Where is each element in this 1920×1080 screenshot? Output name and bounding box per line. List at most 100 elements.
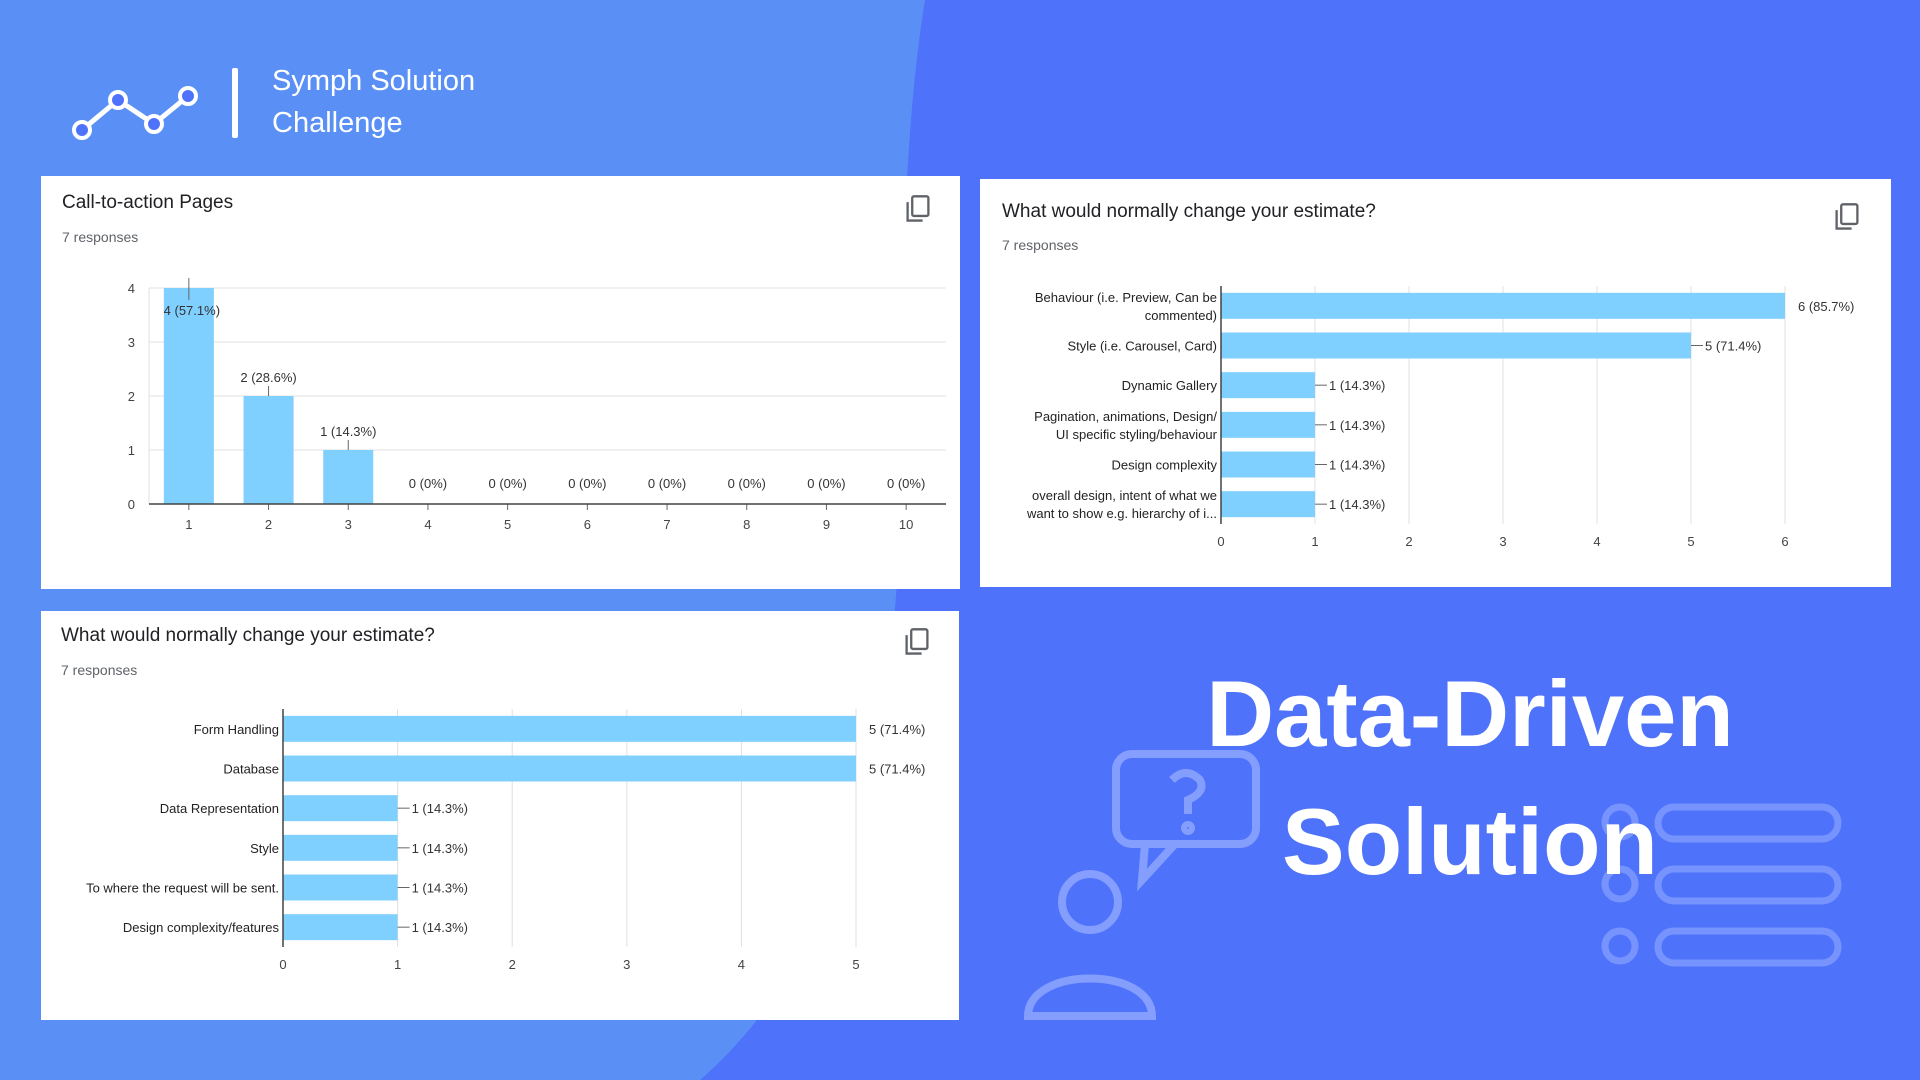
response-count: 7 responses bbox=[61, 662, 138, 678]
x-tick-label: 5 bbox=[852, 957, 859, 972]
data-label: 5 (71.4%) bbox=[869, 762, 925, 777]
card-title: Call-to-action Pages bbox=[62, 192, 234, 213]
category-label: overall design, intent of what we bbox=[1032, 488, 1217, 503]
category-label: Form Handling bbox=[194, 722, 279, 737]
copy-icon[interactable] bbox=[1833, 202, 1861, 232]
copy-icon[interactable] bbox=[904, 194, 932, 224]
vertical-bar-chart: 0 1 2 3 4 1 4 (57.1%) 2 2 (28.6%) 3 1 (14.3%) 4 0 (0… bbox=[128, 278, 946, 532]
card-title: What would normally change your estimate… bbox=[61, 625, 435, 646]
data-label: 1 (14.3%) bbox=[1329, 458, 1385, 473]
x-tick-label: 10 bbox=[899, 517, 913, 532]
data-label: 6 (85.7%) bbox=[1798, 299, 1854, 314]
brand-title-line2: Challenge bbox=[272, 107, 403, 139]
data-label: 2 (28.6%) bbox=[240, 370, 296, 385]
hero-line2: Solution bbox=[1282, 789, 1658, 894]
x-tick-label: 4 bbox=[1593, 534, 1600, 549]
bar bbox=[283, 755, 856, 782]
bar bbox=[283, 834, 398, 861]
bar bbox=[283, 715, 856, 742]
x-tick-label: 3 bbox=[1499, 534, 1506, 549]
data-label: 1 (14.3%) bbox=[1329, 497, 1385, 512]
bar bbox=[243, 396, 294, 504]
data-label: 5 (71.4%) bbox=[1705, 339, 1761, 354]
hero-line1: Data-Driven bbox=[1206, 661, 1734, 766]
category-label: Design complexity bbox=[1112, 458, 1218, 473]
category-label: To where the request will be sent. bbox=[86, 881, 279, 896]
data-label: 0 (0%) bbox=[728, 476, 766, 491]
bar bbox=[1221, 411, 1315, 438]
decoration bbox=[1023, 750, 1842, 1020]
data-label: 1 (14.3%) bbox=[412, 801, 468, 816]
x-tick-label: 2 bbox=[509, 957, 516, 972]
y-tick-label: 4 bbox=[128, 281, 135, 296]
y-tick-label: 1 bbox=[128, 443, 135, 458]
question-bubble-icon bbox=[1112, 750, 1260, 892]
line-chart-icon bbox=[72, 86, 198, 140]
logo-divider bbox=[232, 68, 238, 138]
response-count: 7 responses bbox=[62, 229, 139, 245]
data-label: 5 (71.4%) bbox=[869, 722, 925, 737]
y-tick-label: 0 bbox=[128, 497, 135, 512]
x-tick-label: 6 bbox=[584, 517, 591, 532]
horizontal-bar-chart: 0 1 2 3 4 5 Form Handling 5 (71.4%) Database 5 (7… bbox=[86, 709, 925, 972]
x-tick-label: 7 bbox=[663, 517, 670, 532]
category-label: Database bbox=[223, 762, 279, 777]
bar bbox=[283, 795, 398, 822]
x-tick-label: 3 bbox=[345, 517, 352, 532]
category-label: UI specific styling/behaviour bbox=[1056, 427, 1218, 442]
x-tick-label: 0 bbox=[1217, 534, 1224, 549]
x-tick-label: 1 bbox=[1311, 534, 1318, 549]
bar bbox=[1221, 372, 1315, 399]
category-label: Style (i.e. Carousel, Card) bbox=[1067, 339, 1217, 354]
category-label: Behaviour (i.e. Preview, Can be bbox=[1035, 290, 1217, 305]
category-label: Design complexity/features bbox=[123, 920, 280, 935]
data-label: 0 (0%) bbox=[807, 476, 845, 491]
bar bbox=[1221, 292, 1785, 319]
data-label: 1 (14.3%) bbox=[1329, 418, 1385, 433]
data-label: 0 (0%) bbox=[887, 476, 925, 491]
data-label: 1 (14.3%) bbox=[412, 841, 468, 856]
list-icon bbox=[1601, 803, 1842, 967]
x-tick-label: 5 bbox=[1687, 534, 1694, 549]
category-label: commented) bbox=[1145, 308, 1217, 323]
y-tick-label: 3 bbox=[128, 335, 135, 350]
x-tick-label: 3 bbox=[623, 957, 630, 972]
x-tick-label: 5 bbox=[504, 517, 511, 532]
data-label: 1 (14.3%) bbox=[412, 920, 468, 935]
data-label: 1 (14.3%) bbox=[412, 881, 468, 896]
x-tick-label: 2 bbox=[1405, 534, 1412, 549]
x-tick-label: 1 bbox=[185, 517, 192, 532]
brand-title: Symph Solution Challenge bbox=[272, 60, 475, 144]
bar bbox=[283, 914, 398, 941]
data-label: 0 (0%) bbox=[568, 476, 606, 491]
brand-title-line1: Symph Solution bbox=[272, 65, 476, 97]
y-tick-label: 2 bbox=[128, 389, 135, 404]
bar bbox=[283, 874, 398, 901]
response-count: 7 responses bbox=[1002, 237, 1079, 253]
data-label: 0 (0%) bbox=[648, 476, 686, 491]
horizontal-bar-chart: 0 1 2 3 4 5 6 Behaviour (i.e. Preview, Can be co… bbox=[1026, 286, 1854, 549]
category-label: Data Representation bbox=[160, 801, 279, 816]
x-tick-label: 0 bbox=[279, 957, 286, 972]
x-tick-label: 4 bbox=[738, 957, 745, 972]
category-label: want to show e.g. hierarchy of i... bbox=[1026, 506, 1217, 521]
x-tick-label: 6 bbox=[1781, 534, 1788, 549]
bar bbox=[323, 450, 374, 504]
x-tick-label: 8 bbox=[743, 517, 750, 532]
bar bbox=[163, 288, 214, 504]
bar bbox=[1221, 451, 1315, 478]
category-label: Pagination, animations, Design/ bbox=[1034, 409, 1217, 424]
copy-icon[interactable] bbox=[903, 627, 931, 657]
hero-heading: Data-Driven Solution bbox=[1000, 650, 1920, 906]
data-label: 0 (0%) bbox=[489, 476, 527, 491]
data-label: 1 (14.3%) bbox=[1329, 378, 1385, 393]
chart-card-estimate-change-2: 0 1 2 3 4 5 Form Handling 5 (71.4%) Database 5 (7… bbox=[41, 611, 959, 1020]
person-icon bbox=[1023, 870, 1157, 1020]
x-tick-label: 4 bbox=[424, 517, 431, 532]
card-title: What would normally change your estimate… bbox=[1002, 201, 1376, 222]
chart-card-cta-pages: 0 1 2 3 4 1 4 (57.1%) 2 2 (28.6%) 3 1 (14.3%) 4 0 (0… bbox=[41, 176, 960, 589]
data-label: 4 (57.1%) bbox=[164, 303, 220, 318]
bar bbox=[1221, 491, 1315, 518]
category-label: Style bbox=[250, 841, 279, 856]
bar bbox=[1221, 332, 1691, 359]
